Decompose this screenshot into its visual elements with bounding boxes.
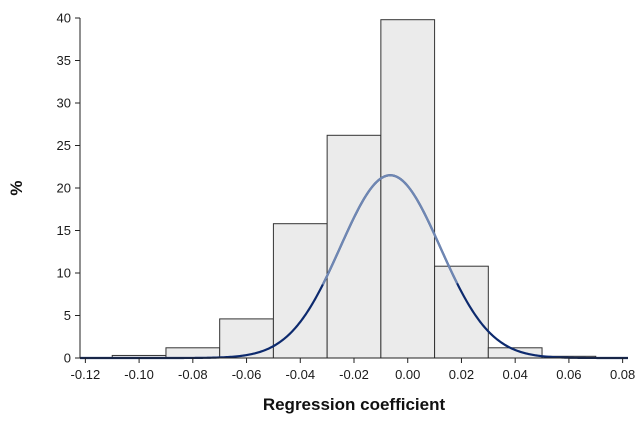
y-tick-label: 5 (64, 308, 71, 323)
x-tick-label: -0.06 (232, 367, 262, 382)
y-tick-label: 40 (57, 11, 71, 26)
x-tick-label: -0.02 (339, 367, 369, 382)
y-tick-label: 0 (64, 351, 71, 366)
y-tick-label: 20 (57, 181, 71, 196)
histogram-bar-4 (326, 134, 382, 359)
x-tick-label: -0.10 (124, 367, 154, 382)
x-axis-ticks: -0.12 -0.10 -0.08 -0.06 -0.04 -0.02 0.00 0.02 0.… (71, 358, 635, 382)
y-axis-ticks: 0 5 10 15 20 25 30 35 40 (57, 11, 80, 366)
histogram-bars (111, 19, 597, 359)
x-tick-label: 0.00 (395, 367, 420, 382)
y-tick-label: 25 (57, 138, 71, 153)
x-axis-title: Regression coefficient (263, 395, 446, 414)
x-tick-label: -0.12 (71, 367, 101, 382)
y-axis-title: % (7, 180, 26, 195)
x-tick-label: -0.08 (178, 367, 208, 382)
normal-curve-highlight (321, 174, 459, 286)
histogram-bar-1 (165, 347, 221, 359)
x-tick-label: -0.04 (285, 367, 315, 382)
y-tick-label: 35 (57, 53, 71, 68)
histogram-bar-5 (380, 19, 436, 359)
x-tick-label: 0.02 (449, 367, 474, 382)
histogram-bar-2 (219, 318, 274, 359)
x-tick-label: 0.08 (610, 367, 635, 382)
x-tick-label: 0.04 (503, 367, 528, 382)
y-tick-label: 15 (57, 223, 71, 238)
y-tick-label: 10 (57, 266, 71, 281)
x-tick-label: 0.06 (556, 367, 581, 382)
y-tick-label: 30 (57, 96, 71, 111)
histogram-bar-6 (434, 265, 489, 359)
